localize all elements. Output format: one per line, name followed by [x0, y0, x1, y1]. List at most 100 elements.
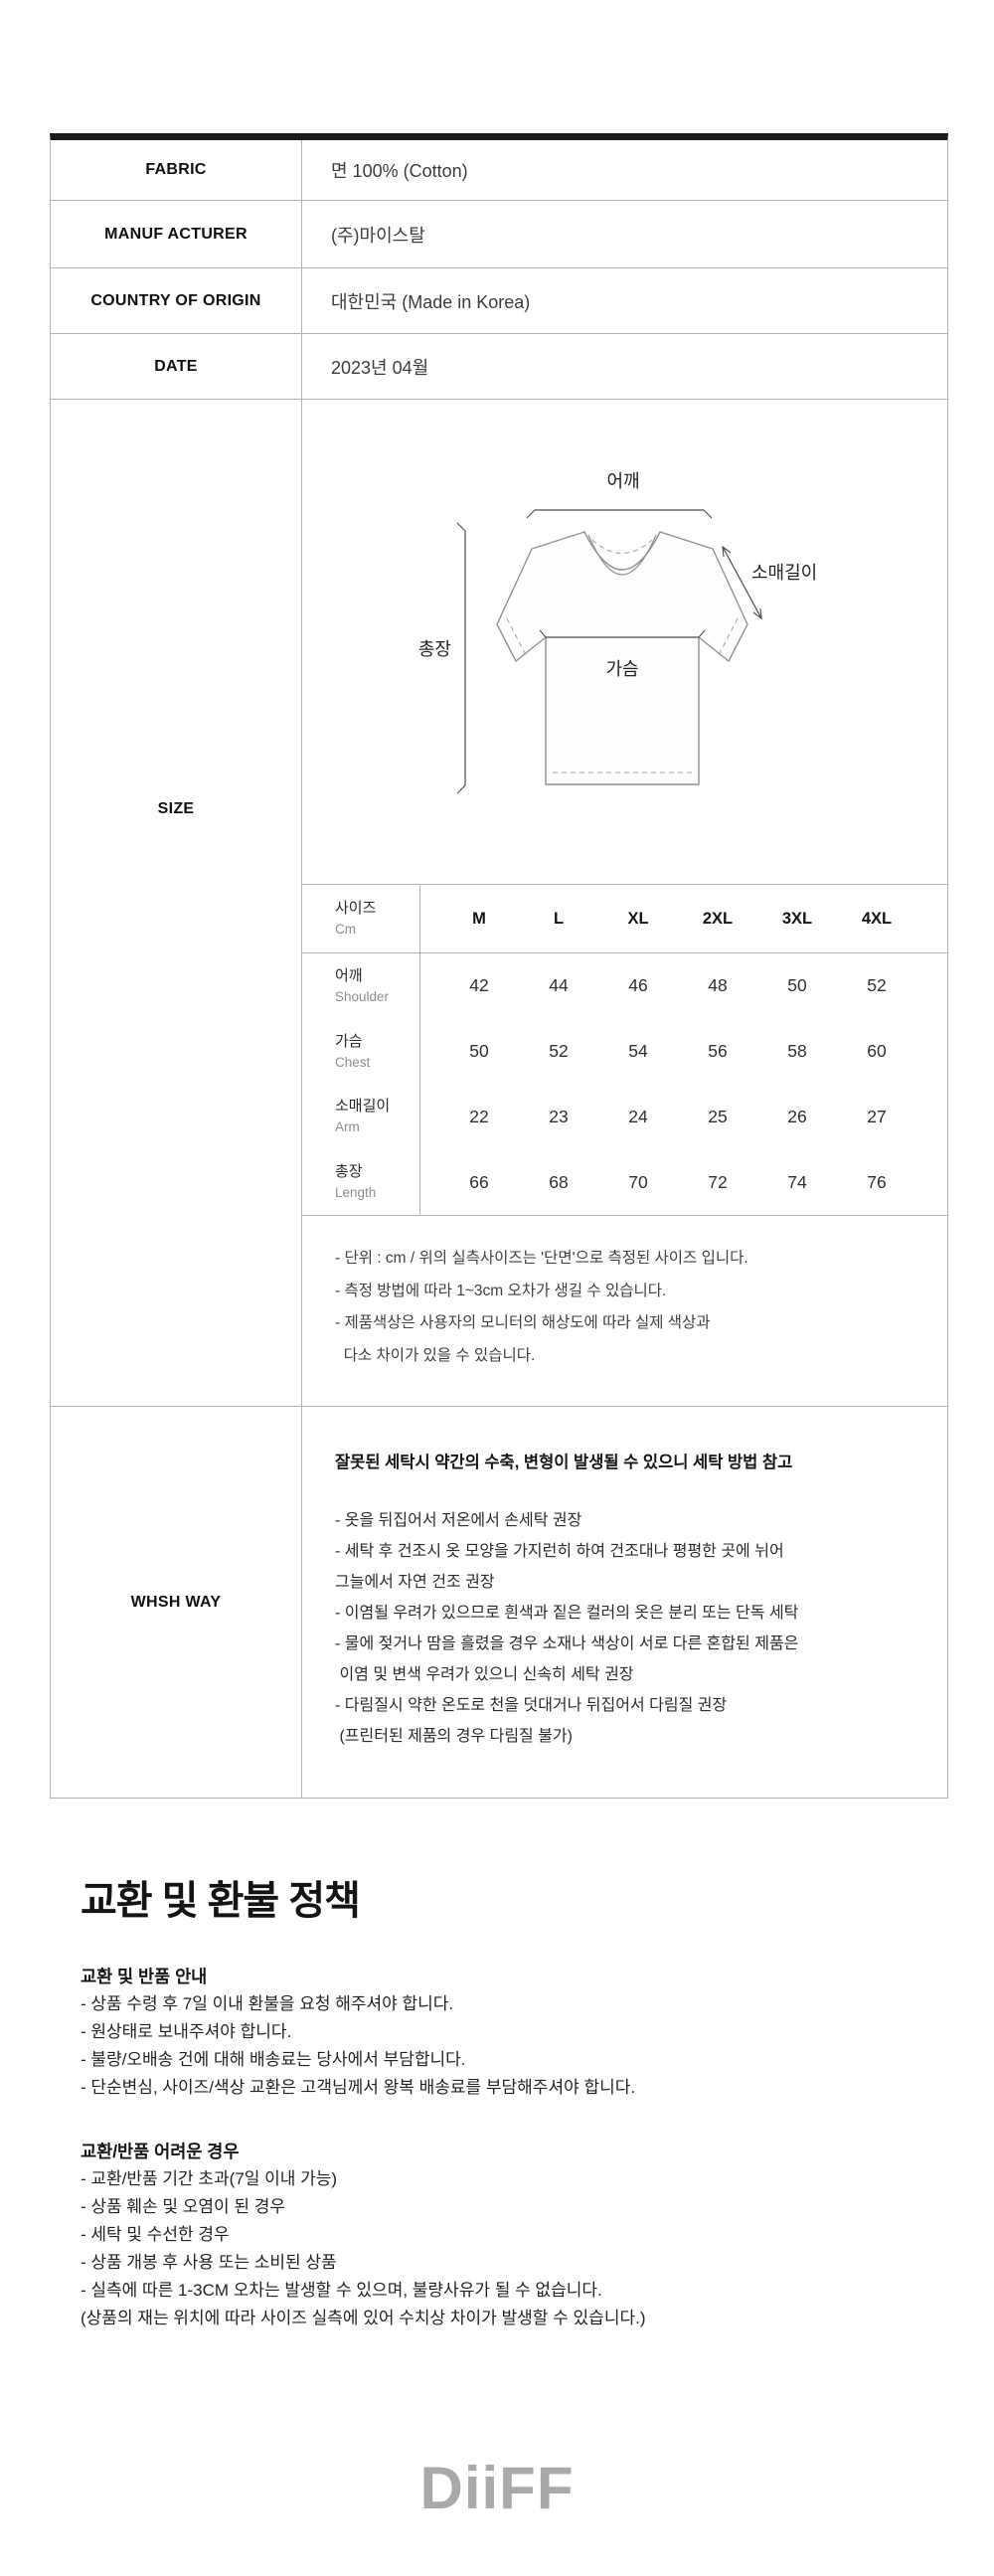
cell-value: 46	[628, 975, 648, 996]
tshirt-measurement-diagram: 어깨 총장 가슴 소매길이	[418, 471, 817, 794]
cell-value: 44	[549, 975, 569, 996]
policy-line: - 상품 수령 후 7일 이내 환불을 요청 해주셔야 합니다.	[81, 1994, 454, 2013]
cell-value: 54	[628, 1041, 648, 1062]
table-row-manufacturer: MANUF ACTURER (주)마이스탈	[51, 200, 947, 267]
col-head-2xl: 2XL	[702, 909, 734, 928]
size-chart-header: 사이즈 Cm M L XL 2XL 3XL 4XL	[302, 885, 947, 953]
row-label-chest-ko: 가슴	[335, 1032, 363, 1050]
size-chart-row-chest: 가슴 Chest 50 52 54 56 58 60	[302, 1018, 947, 1085]
wash-line: 그늘에서 자연 건조 권장	[335, 1574, 495, 1591]
sleeve-arrowhead-bottom	[752, 607, 762, 620]
sleeve-measure-line	[722, 546, 762, 619]
table-row-wash-way: WHSH WAY 잘못된 세탁시 약간의 수축, 변형이 발생될 수 있으니 세…	[51, 1406, 947, 1798]
row-label-shoulder: 어깨 Shoulder	[302, 953, 420, 1019]
policy-section-return-guide: 교환 및 반품 안내 - 상품 수령 후 7일 이내 환불을 요청 해주셔야 합…	[81, 1963, 945, 2102]
size-note-line: - 제품색상은 사용자의 모니터의 해상도에 따라 실제 색상과	[335, 1314, 711, 1331]
row-label-arm: 소매길이 Arm	[302, 1084, 420, 1150]
table-row-fabric: FABRIC 면 100% (Cotton)	[51, 140, 947, 200]
row-label-chest: 가슴 Chest	[302, 1018, 420, 1085]
size-chart-unit-ko: 사이즈	[335, 900, 377, 917]
cell-value: 50	[469, 1041, 489, 1062]
size-chart-table: 사이즈 Cm M L XL 2XL 3XL 4XL	[302, 884, 947, 1216]
wash-line: - 세탁 후 건조시 옷 모양을 가지런히 하여 건조대나 평평한 곳에 뉘어	[335, 1543, 784, 1560]
row-label-length: 총장 Length	[302, 1149, 420, 1215]
length-tick-bottom	[456, 784, 466, 794]
size-chart-unit-cell: 사이즈 Cm	[302, 885, 420, 952]
size-chart-row-arm: 소매길이 Arm 22 23 24 25 26 27	[302, 1084, 947, 1150]
left-sleeve-seam	[506, 617, 527, 656]
size-chart-unit-en: Cm	[335, 922, 356, 937]
cell-value: 72	[708, 1171, 728, 1192]
policy-line: - 상품 훼손 및 오염이 된 경우	[81, 2197, 286, 2216]
policy-section-return-restrictions: 교환/반품 어려운 경우 - 교환/반품 기간 초과(7일 이내 가능) - 상…	[81, 2138, 945, 2332]
wash-line: - 이염될 우려가 있으므로 흰색과 짙은 컬러의 옷은 분리 또는 단독 세탁	[335, 1605, 799, 1622]
row-label-shoulder-en: Shoulder	[335, 988, 390, 1004]
wash-line: - 옷을 뒤집어서 저온에서 손세탁 권장	[335, 1512, 582, 1529]
size-note-line: 다소 차이가 있을 수 있습니다.	[335, 1346, 536, 1364]
row-values-chest: 50 52 54 56 58 60	[420, 1019, 947, 1085]
table-row-date: DATE 2023년 04월	[51, 333, 947, 399]
row-values-length: 66 68 70 72 74 76	[420, 1149, 947, 1215]
cell-value: 25	[708, 1106, 728, 1126]
row-label-length-ko: 총장	[335, 1163, 363, 1181]
col-head-xl: XL	[627, 909, 649, 928]
policy-line: - 세탁 및 수선한 경우	[81, 2225, 230, 2244]
right-sleeve-seam	[718, 617, 739, 656]
row-label-length-en: Length	[335, 1185, 377, 1201]
fabric-value: 면 100% (Cotton)	[331, 161, 468, 181]
wash-line: - 물에 젖거나 땀을 흘렸을 경우 소재나 색상이 서로 다른 혼합된 제품은	[335, 1635, 799, 1652]
exchange-refund-policy: 교환 및 환불 정책 교환 및 반품 안내 - 상품 수령 후 7일 이내 환불…	[81, 1880, 945, 2332]
shoulder-tick-right	[703, 509, 713, 519]
date-value: 2023년 04월	[331, 357, 429, 378]
row-label-arm-en: Arm	[335, 1119, 360, 1135]
product-info-table: FABRIC 면 100% (Cotton) MANUF ACTURER (주)…	[50, 133, 948, 1799]
cell-value: 42	[469, 975, 489, 996]
tshirt-outline	[496, 531, 748, 785]
wash-way-content: 잘못된 세탁시 약간의 수축, 변형이 발생될 수 있으니 세탁 방법 참고 -…	[302, 1407, 947, 1798]
date-label: DATE	[51, 334, 302, 399]
policy-line: - 불량/오배송 건에 대해 배송료는 당사에서 부담합니다.	[81, 2050, 466, 2069]
wash-way-label: WHSH WAY	[51, 1407, 302, 1798]
size-chart-row-length: 총장 Length 66 68 70 72 74 76	[302, 1149, 947, 1215]
col-head-m: M	[472, 909, 486, 928]
manufacturer-value: (주)마이스탈	[331, 225, 425, 246]
collar-back-seam	[591, 539, 653, 554]
size-label: SIZE	[51, 400, 302, 1406]
col-head-l: L	[553, 909, 565, 928]
brand-logo: DiiFF	[419, 2455, 575, 2521]
cell-value: 58	[787, 1041, 807, 1062]
col-head-3xl: 3XL	[781, 909, 813, 928]
cell-value: 52	[867, 975, 887, 996]
wash-way-lines: - 옷을 뒤집어서 저온에서 손세탁 권장 - 세탁 후 건조시 옷 모양을 가…	[335, 1505, 903, 1752]
row-values-shoulder: 42 44 46 48 50 52	[420, 953, 947, 1019]
cell-value: 74	[787, 1171, 807, 1192]
size-content-cell: 어깨 총장 가슴 소매길이 사이즈 Cm M L	[302, 400, 947, 1406]
size-note-line: - 단위 : cm / 위의 실측사이즈는 '단면'으로 측정된 사이즈 입니다…	[335, 1250, 748, 1267]
policy-line: (상품의 재는 위치에 따라 사이즈 실측에 있어 수치상 차이가 발생할 수 …	[81, 2309, 646, 2327]
chest-diagram-label: 가슴	[605, 659, 638, 679]
row-label-arm-ko: 소매길이	[335, 1098, 391, 1116]
cell-value: 22	[469, 1106, 489, 1126]
cell-value: 68	[549, 1171, 569, 1192]
origin-value: 대한민국 (Made in Korea)	[331, 291, 531, 312]
chest-tick-right	[698, 629, 706, 638]
origin-label: COUNTRY OF ORIGIN	[51, 268, 302, 333]
cell-value: 48	[708, 975, 728, 996]
wash-way-heading: 잘못된 세탁시 약간의 수축, 변형이 발생될 수 있으니 세탁 방법 참고	[335, 1454, 793, 1471]
row-label-shoulder-ko: 어깨	[335, 966, 363, 984]
cell-value: 76	[867, 1171, 887, 1192]
collar-rib	[587, 534, 657, 576]
shoulder-tick-left	[526, 509, 536, 519]
row-label-chest-en: Chest	[335, 1054, 371, 1070]
cell-value: 26	[787, 1106, 807, 1126]
policy-title: 교환 및 환불 정책	[81, 1879, 361, 1923]
policy-line: - 원상태로 보내주셔야 합니다.	[81, 2022, 292, 2041]
wash-line: - 다림질시 약한 온도로 천을 덧대거나 뒤집어서 다림질 권장	[335, 1697, 728, 1714]
cell-value: 24	[628, 1106, 648, 1126]
length-tick-top	[456, 522, 466, 532]
row-values-arm: 22 23 24 25 26 27	[420, 1085, 947, 1150]
sleeve-arrowhead-top	[722, 545, 732, 558]
table-row-size: SIZE	[51, 399, 947, 1406]
cell-value: 50	[787, 975, 807, 996]
